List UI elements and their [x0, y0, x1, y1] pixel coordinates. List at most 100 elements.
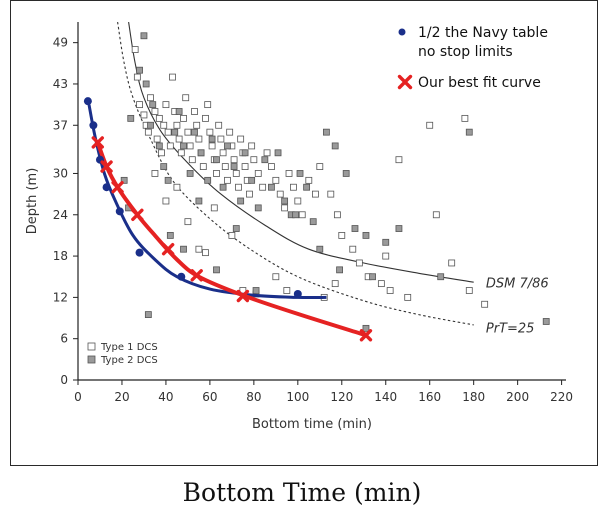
type1-dcs-point-88 [195, 245, 203, 253]
type1-dcs-point-82 [465, 287, 473, 294]
type1-dcs-point-61 [290, 183, 297, 191]
type1-dcs-point-15 [169, 73, 176, 81]
best-fit-point-1 [100, 160, 113, 173]
type1-dcs-point-97 [331, 280, 339, 288]
type1-dcs-point-52 [250, 156, 258, 164]
navy-point-5 [135, 248, 144, 257]
axes: 0 20 40 60 80 100 120 140 160 180 200 220 0 6 12 18 24 30… [25, 22, 573, 432]
depth-vs-bottom-time-chart: 0 20 40 60 80 100 120 140 160 180 200 220 0 6 12 18 24 30… [25, 22, 573, 432]
type1-dcs-point-32 [206, 128, 214, 136]
prt25-curve [117, 22, 474, 326]
type2-dcs-point-40 [437, 273, 445, 281]
type2-dcs-point-49 [252, 287, 260, 294]
type1-dcs-point-54 [259, 183, 267, 191]
x-tick-label-220: 220 [550, 390, 573, 404]
y-tick-label-49: 49 [53, 36, 68, 50]
x-tick-label-160: 160 [418, 390, 441, 404]
type2-dcs-point-19 [230, 163, 238, 170]
type2-dcs-point-45 [180, 245, 187, 253]
type1-dcs-point-11 [160, 121, 168, 129]
x-tick-label-20: 20 [114, 390, 129, 404]
type2-dcs-point-20 [237, 197, 245, 205]
type1-dcs-point-65 [312, 190, 319, 198]
type1-dcs-point-89 [202, 249, 209, 257]
type1-dcs-point-57 [272, 176, 280, 184]
type2-dcs-point-39 [395, 225, 403, 232]
type1-dcs-point-59 [281, 204, 289, 212]
type1-dcs-point-86 [173, 183, 181, 191]
type1-dcs-point-8 [153, 135, 161, 143]
type1-dcs-point-78 [426, 121, 434, 129]
type2-dcs-point-56 [127, 114, 135, 122]
type2-dcs-point-55 [120, 176, 128, 184]
legend-dcs-label-1: Type 1 DCS [100, 342, 158, 353]
navy-point-4 [115, 207, 124, 216]
type1-dcs-point-76 [395, 156, 403, 164]
legends: 1/2 the Navy table no stop limits Our best… [87, 25, 548, 366]
type2-dcs-point-25 [268, 183, 275, 191]
y-tick-label-0: 0 [60, 373, 68, 387]
curve-annotation-1: PrT=25 [486, 321, 535, 336]
type1-dcs-point-40 [224, 176, 231, 184]
type2-dcs-point-8 [171, 128, 179, 136]
legend-navy-label-line2: no stop limits [418, 44, 513, 60]
dcs-scatter [120, 32, 550, 332]
type2-dcs-point-4 [149, 101, 157, 109]
type2-dcs-point-50 [292, 211, 300, 219]
y-tick-label-37: 37 [53, 118, 68, 132]
type1-dcs-point-55 [263, 149, 271, 157]
navy-point-0 [83, 97, 92, 106]
legend-best-fit-marker [397, 74, 413, 90]
type1-dcs-point-2 [136, 101, 143, 109]
type2-dcs-point-30 [303, 183, 311, 191]
type1-dcs-point-30 [202, 114, 209, 122]
x-tick-label-40: 40 [158, 390, 173, 404]
type1-dcs-point-51 [248, 142, 256, 150]
type1-dcs-point-91 [228, 232, 236, 239]
type2-dcs-point-34 [342, 170, 350, 177]
type2-dcs-point-15 [208, 135, 216, 143]
type1-dcs-point-66 [316, 163, 324, 170]
type1-dcs-point-5 [144, 128, 152, 136]
type1-dcs-point-12 [162, 101, 170, 109]
x-tick-label-100: 100 [286, 390, 309, 404]
best-fit-point-3 [131, 208, 144, 221]
type1-dcs-point-3 [140, 111, 148, 119]
x-axis-title: Bottom time (min) [252, 417, 372, 432]
type1-dcs-point-0 [131, 46, 139, 53]
type2-dcs-point-29 [296, 170, 304, 177]
fit-curves [83, 97, 373, 342]
type1-dcs-point-25 [191, 108, 198, 115]
type2-dcs-point-14 [204, 176, 212, 184]
legend-navy-marker [398, 28, 406, 36]
type1-dcs-point-33 [208, 142, 216, 150]
type2-dcs-point-26 [274, 149, 282, 157]
type1-dcs-point-10 [158, 149, 165, 157]
type2-dcs-point-47 [213, 266, 220, 274]
type2-dcs-point-24 [261, 156, 269, 164]
type1-dcs-point-87 [184, 218, 192, 226]
type2-dcs-point-5 [155, 142, 163, 150]
type2-dcs-point-7 [164, 176, 172, 184]
type1-dcs-point-83 [481, 300, 489, 308]
type1-dcs-point-41 [226, 128, 234, 136]
type1-dcs-point-17 [173, 121, 181, 129]
type2-dcs-point-48 [232, 225, 240, 232]
y-tick-label-43: 43 [53, 77, 68, 91]
type2-dcs-point-52 [336, 266, 343, 274]
type2-dcs-point-42 [542, 318, 550, 325]
type2-dcs-point-27 [281, 197, 289, 205]
x-tick-label-0: 0 [74, 390, 82, 404]
reference-curves [117, 22, 474, 326]
type1-dcs-point-9 [155, 114, 163, 122]
type2-dcs-point-3 [147, 121, 154, 129]
type1-dcs-point-56 [268, 163, 275, 170]
x-tick-label-140: 140 [374, 390, 397, 404]
type1-dcs-point-21 [182, 94, 190, 102]
type1-dcs-point-69 [338, 232, 346, 239]
type1-dcs-point-67 [327, 190, 335, 198]
type1-dcs-point-19 [177, 149, 185, 157]
x-tick-label-60: 60 [202, 390, 217, 404]
type1-dcs-point-79 [432, 211, 440, 219]
best-fit-point-2 [111, 181, 124, 194]
